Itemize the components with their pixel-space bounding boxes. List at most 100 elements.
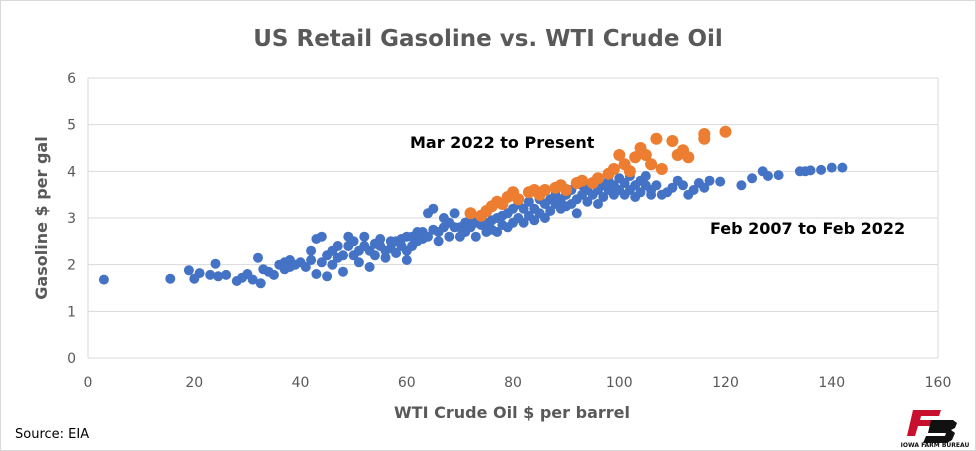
data-point-blue <box>380 252 391 263</box>
data-point-orange <box>650 132 663 145</box>
data-point-blue <box>391 248 402 258</box>
data-point-blue <box>165 273 176 284</box>
data-point-orange <box>512 193 525 206</box>
data-point-blue <box>221 269 232 280</box>
data-point-blue <box>651 180 662 191</box>
y-tick-label: 3 <box>67 211 76 227</box>
data-point-blue <box>619 178 630 188</box>
data-point-blue <box>348 236 359 247</box>
data-point-blue <box>518 203 529 214</box>
data-point-orange <box>639 149 652 161</box>
data-point-orange <box>592 172 604 185</box>
logo-text: IOWA FARM BUREAU <box>901 442 970 449</box>
chart-title: US Retail Gasoline vs. WTI Crude Oil <box>253 26 723 52</box>
data-point-blue <box>545 206 556 216</box>
data-point-orange <box>560 184 573 196</box>
data-point-blue <box>582 196 593 207</box>
y-axis-label: Gasoline $ per gal <box>32 136 51 299</box>
x-tick-label: 160 <box>925 375 952 391</box>
data-point-orange <box>607 163 620 175</box>
data-point-blue <box>327 259 338 270</box>
data-point-blue <box>359 231 370 242</box>
farm-bureau-logo: IOWA FARM BUREAU <box>901 410 970 449</box>
data-point-blue <box>747 173 758 184</box>
data-point-orange <box>464 207 477 220</box>
y-tick-label: 2 <box>67 258 76 274</box>
data-point-blue <box>715 176 726 187</box>
data-point-blue <box>635 187 646 198</box>
data-point-orange <box>666 135 679 147</box>
data-point-blue <box>492 227 503 237</box>
x-axis-label: WTI Crude Oil $ per barrel <box>394 403 630 422</box>
data-point-orange <box>629 151 642 164</box>
x-tick-label: 40 <box>292 375 310 391</box>
source-note: Source: EIA <box>15 427 90 442</box>
data-point-blue <box>688 185 699 195</box>
data-point-blue <box>593 199 603 209</box>
x-tick-label: 80 <box>504 375 522 391</box>
data-point-blue <box>183 265 194 276</box>
data-point-blue <box>306 255 317 265</box>
data-point-blue <box>539 213 550 223</box>
data-point-blue <box>470 231 481 242</box>
data-point-orange <box>645 158 658 171</box>
data-point-blue <box>375 234 386 244</box>
data-point-orange <box>698 132 711 145</box>
data-point-blue <box>598 192 609 202</box>
data-point-blue <box>816 164 827 175</box>
data-point-orange <box>613 149 626 161</box>
data-point-blue <box>736 180 747 191</box>
data-point-blue <box>444 231 455 242</box>
data-point-blue <box>433 236 444 247</box>
fb-mark-icon <box>907 410 957 443</box>
data-point-blue <box>699 182 710 193</box>
data-point-orange <box>682 151 695 164</box>
data-point-blue <box>529 215 540 226</box>
data-point-blue <box>338 266 348 277</box>
data-point-orange <box>655 163 668 175</box>
data-point-blue <box>646 189 657 200</box>
data-point-blue <box>322 271 333 282</box>
y-tick-label: 0 <box>67 351 76 367</box>
data-point-blue <box>300 262 311 272</box>
x-tick-label: 140 <box>818 375 845 391</box>
data-point-blue <box>316 231 327 242</box>
data-point-blue <box>316 257 327 268</box>
data-point-blue <box>428 203 439 214</box>
data-point-blue <box>306 245 317 256</box>
data-point-blue <box>205 269 216 280</box>
data-point-blue <box>667 182 678 193</box>
data-point-blue <box>311 269 322 279</box>
y-tick-label: 4 <box>67 164 76 180</box>
data-point-blue <box>255 278 266 289</box>
data-point-blue <box>704 175 715 186</box>
data-point-blue <box>401 255 412 265</box>
data-point-blue <box>423 231 433 242</box>
data-point-orange <box>538 184 551 196</box>
data-point-blue <box>268 269 279 280</box>
data-point-blue <box>837 162 848 173</box>
data-point-blue <box>338 250 348 261</box>
data-point-blue <box>253 252 263 263</box>
data-point-blue <box>364 262 375 272</box>
data-point-blue <box>805 165 816 176</box>
data-point-blue <box>247 274 258 285</box>
data-point-blue <box>678 180 688 191</box>
data-point-blue <box>369 250 380 261</box>
data-point-blue <box>518 217 529 228</box>
data-point-orange <box>719 125 732 138</box>
data-point-blue <box>194 268 205 279</box>
x-tick-label: 60 <box>398 375 416 391</box>
x-tick-label: 100 <box>606 375 633 391</box>
data-point-blue <box>98 274 109 285</box>
data-point-blue <box>763 171 773 181</box>
data-point-orange <box>576 174 589 187</box>
y-tick-label: 5 <box>67 118 76 134</box>
data-point-blue <box>640 171 651 181</box>
series-mar2022-present <box>464 125 732 222</box>
y-tick-label: 6 <box>67 71 76 87</box>
x-tick-label: 0 <box>84 375 93 391</box>
